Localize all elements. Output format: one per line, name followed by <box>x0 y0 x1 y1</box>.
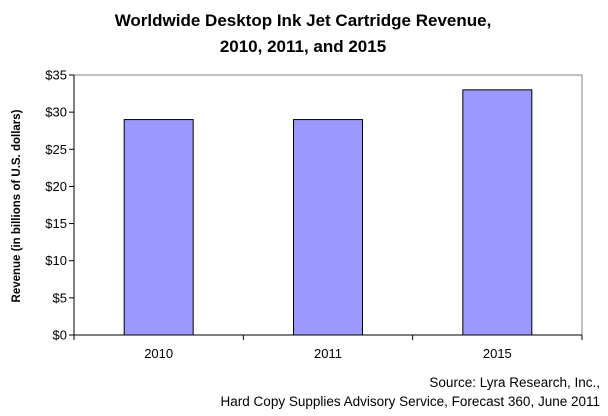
source-line-1: Source: Lyra Research, Inc., <box>429 375 600 390</box>
chart-title-line-1: Worldwide Desktop Ink Jet Cartridge Reve… <box>115 11 492 30</box>
y-tick-label: $30 <box>45 105 67 120</box>
x-tick-label: 2010 <box>144 346 173 361</box>
chart-title-line-2: 2010, 2011, and 2015 <box>220 37 386 56</box>
y-tick-label: $10 <box>45 253 67 268</box>
bar <box>293 119 363 336</box>
y-tick-label: $25 <box>45 142 67 157</box>
bar <box>462 89 533 336</box>
plot-area: $0 $5 $10 $15 $20 $25 $30 $35 2010 2011 2015 <box>45 68 583 361</box>
y-tick-label: $15 <box>45 216 67 231</box>
y-axis-title: Revenue (in billions of U.S. dollars) <box>11 109 23 302</box>
source-line-2: Hard Copy Supplies Advisory Service, For… <box>221 394 600 409</box>
x-tick-label: 2011 <box>314 346 342 361</box>
y-tick-label: $35 <box>45 68 67 83</box>
x-tick-label: 2015 <box>483 346 512 361</box>
y-tick-label: $20 <box>45 179 67 194</box>
y-tick-label: $5 <box>53 290 67 305</box>
bar <box>123 119 194 336</box>
y-tick-label: $0 <box>53 328 67 343</box>
